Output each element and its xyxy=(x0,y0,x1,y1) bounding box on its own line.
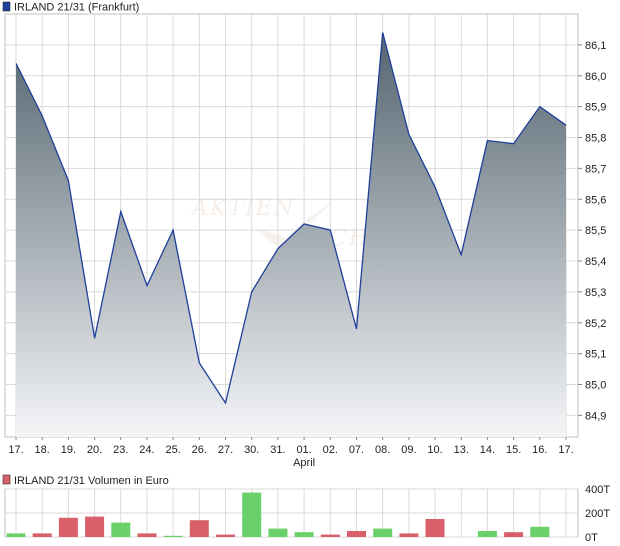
price-x-tick-label: 19. xyxy=(61,444,76,456)
volume-bar xyxy=(504,532,524,537)
price-x-tick-label: 31. xyxy=(270,444,285,456)
volume-legend-label: IRLAND 21/31 Volumen in Euro xyxy=(14,475,169,487)
price-x-tick-label: 20. xyxy=(87,444,102,456)
price-x-axis: 17. 18. 19. 20. 23. 24. 25. 26. 27. 30. 31. 01. 02. 0… xyxy=(8,437,574,469)
month-label: April xyxy=(293,457,315,469)
price-x-tick-label: 07. xyxy=(349,444,364,456)
price-y-tick-label: 85,5 xyxy=(585,225,606,237)
volume-legend-swatch xyxy=(2,474,11,485)
volume-legend: IRLAND 21/31 Volumen in Euro xyxy=(2,474,169,487)
volume-bar xyxy=(242,492,262,537)
price-x-tick-label: 09. xyxy=(401,444,416,456)
price-x-tick-label: 01. xyxy=(296,444,311,456)
price-x-tick-label: 10. xyxy=(427,444,442,456)
price-x-tick-label: 23. xyxy=(113,444,128,456)
volume-bar xyxy=(399,533,419,537)
volume-bar xyxy=(137,533,157,537)
price-x-tick-label: 17. xyxy=(558,444,573,456)
volume-bar xyxy=(32,533,52,537)
price-y-tick-label: 85,0 xyxy=(585,380,606,392)
price-x-tick-label: 18. xyxy=(35,444,50,456)
volume-bar xyxy=(216,534,235,537)
volume-y-tick-label: 0T xyxy=(585,532,598,544)
volume-bar xyxy=(6,533,26,537)
volume-bar xyxy=(320,534,340,537)
volume-bar xyxy=(85,516,105,537)
price-y-tick-label: 85,2 xyxy=(585,318,606,330)
volume-bar xyxy=(477,531,497,537)
volume-bar xyxy=(58,517,78,537)
price-y-tick-label: 84,9 xyxy=(585,410,606,422)
price-y-tick-label: 86,0 xyxy=(585,71,606,83)
price-x-tick-label: 26. xyxy=(192,444,207,456)
price-x-tick-label: 24. xyxy=(139,444,154,456)
price-area-fill xyxy=(16,32,566,437)
price-legend: IRLAND 21/31 (Frankfurt) xyxy=(2,1,139,14)
volume-y-axis: 0T 200T 400T xyxy=(585,484,610,544)
price-x-tick-label: 15. xyxy=(506,444,521,456)
price-x-tick-label: 16. xyxy=(532,444,547,456)
price-legend-label: IRLAND 21/31 (Frankfurt) xyxy=(14,2,139,14)
price-y-tick-label: 85,8 xyxy=(585,133,606,145)
price-y-tick-label: 86,1 xyxy=(585,40,606,52)
price-y-tick-label: 85,3 xyxy=(585,287,606,299)
volume-bars xyxy=(6,492,550,537)
volume-bar xyxy=(294,532,314,537)
volume-bar xyxy=(530,526,550,537)
watermark-checkmark-icon xyxy=(255,198,338,250)
volume-bar xyxy=(189,520,209,537)
watermark-text-aktien: AKTIEN xyxy=(190,196,295,221)
volume-y-tick-label: 200T xyxy=(585,508,610,520)
volume-bar xyxy=(373,528,393,537)
price-y-tick-label: 85,7 xyxy=(585,163,606,175)
price-line xyxy=(15,32,567,405)
volume-bar xyxy=(347,531,366,537)
volume-bar xyxy=(111,522,131,537)
volume-y-tick-label: 400T xyxy=(585,484,610,496)
price-y-tick-label: 85,4 xyxy=(585,256,606,268)
price-x-tick-label: 02. xyxy=(323,444,338,456)
price-x-tick-label: 27. xyxy=(218,444,233,456)
price-x-tick-label: 13. xyxy=(454,444,469,456)
price-legend-swatch xyxy=(2,1,11,12)
price-x-tick-label: 25. xyxy=(165,444,180,456)
price-x-tick-label: 08. xyxy=(375,444,390,456)
price-y-tick-label: 85,1 xyxy=(585,349,606,361)
volume-bar xyxy=(268,528,288,537)
price-x-tick-label: 14. xyxy=(480,444,495,456)
price-x-tick-label: 17. xyxy=(8,444,23,456)
volume-bar xyxy=(163,535,183,537)
price-y-tick-label: 85,9 xyxy=(585,102,606,114)
price-x-tick-label: 30. xyxy=(244,444,259,456)
price-y-axis: 84,9 85,0 85,1 85,2 85,3 85,4 85,5 85,6 85,7 85,8… xyxy=(578,40,606,422)
price-y-tick-label: 85,6 xyxy=(585,194,606,206)
volume-bar xyxy=(425,519,445,537)
